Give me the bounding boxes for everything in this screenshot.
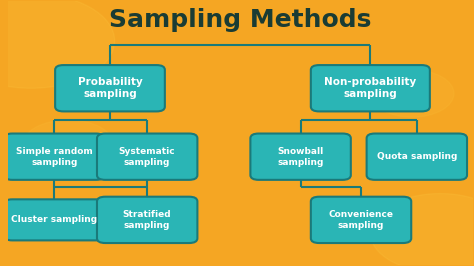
FancyBboxPatch shape (311, 197, 411, 243)
Text: Quota sampling: Quota sampling (377, 152, 457, 161)
Text: Systematic
sampling: Systematic sampling (119, 147, 175, 167)
FancyBboxPatch shape (250, 134, 351, 180)
FancyBboxPatch shape (4, 199, 104, 240)
FancyBboxPatch shape (366, 134, 467, 180)
Text: Simple random
sampling: Simple random sampling (16, 147, 92, 167)
FancyBboxPatch shape (55, 65, 165, 111)
FancyBboxPatch shape (311, 65, 430, 111)
Circle shape (0, 0, 115, 88)
FancyBboxPatch shape (97, 197, 197, 243)
Text: Sampling Methods: Sampling Methods (109, 8, 371, 32)
FancyBboxPatch shape (4, 134, 104, 180)
Circle shape (370, 70, 454, 117)
Text: Probability
sampling: Probability sampling (78, 77, 142, 99)
Circle shape (22, 120, 115, 172)
FancyBboxPatch shape (97, 134, 197, 180)
Text: Cluster sampling: Cluster sampling (11, 215, 97, 224)
Text: Convenience
sampling: Convenience sampling (328, 210, 393, 230)
Text: Non-probability
sampling: Non-probability sampling (324, 77, 417, 99)
Text: Stratified
sampling: Stratified sampling (123, 210, 172, 230)
Text: Snowball
sampling: Snowball sampling (277, 147, 324, 167)
Circle shape (370, 194, 474, 266)
